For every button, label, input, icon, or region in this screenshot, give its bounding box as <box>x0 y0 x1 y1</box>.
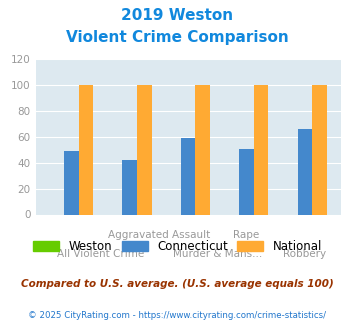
Text: Rape: Rape <box>234 230 260 240</box>
Bar <box>64 151 78 214</box>
Text: © 2025 CityRating.com - https://www.cityrating.com/crime-statistics/: © 2025 CityRating.com - https://www.city… <box>28 311 327 320</box>
Bar <box>196 85 210 214</box>
Text: Robbery: Robbery <box>283 248 327 259</box>
Text: All Violent Crime: All Violent Crime <box>57 248 144 259</box>
Text: Compared to U.S. average. (U.S. average equals 100): Compared to U.S. average. (U.S. average … <box>21 279 334 289</box>
Bar <box>181 138 196 214</box>
Bar <box>78 85 93 214</box>
Text: Murder & Mans...: Murder & Mans... <box>173 248 262 259</box>
Bar <box>298 129 312 214</box>
Bar <box>239 148 254 214</box>
Text: Aggravated Assault: Aggravated Assault <box>108 230 210 240</box>
Bar <box>122 160 137 214</box>
Legend: Weston, Connecticut, National: Weston, Connecticut, National <box>28 235 327 258</box>
Bar <box>312 85 327 214</box>
Text: 2019 Weston: 2019 Weston <box>121 8 234 23</box>
Bar <box>137 85 152 214</box>
Text: Violent Crime Comparison: Violent Crime Comparison <box>66 30 289 45</box>
Bar <box>254 85 268 214</box>
